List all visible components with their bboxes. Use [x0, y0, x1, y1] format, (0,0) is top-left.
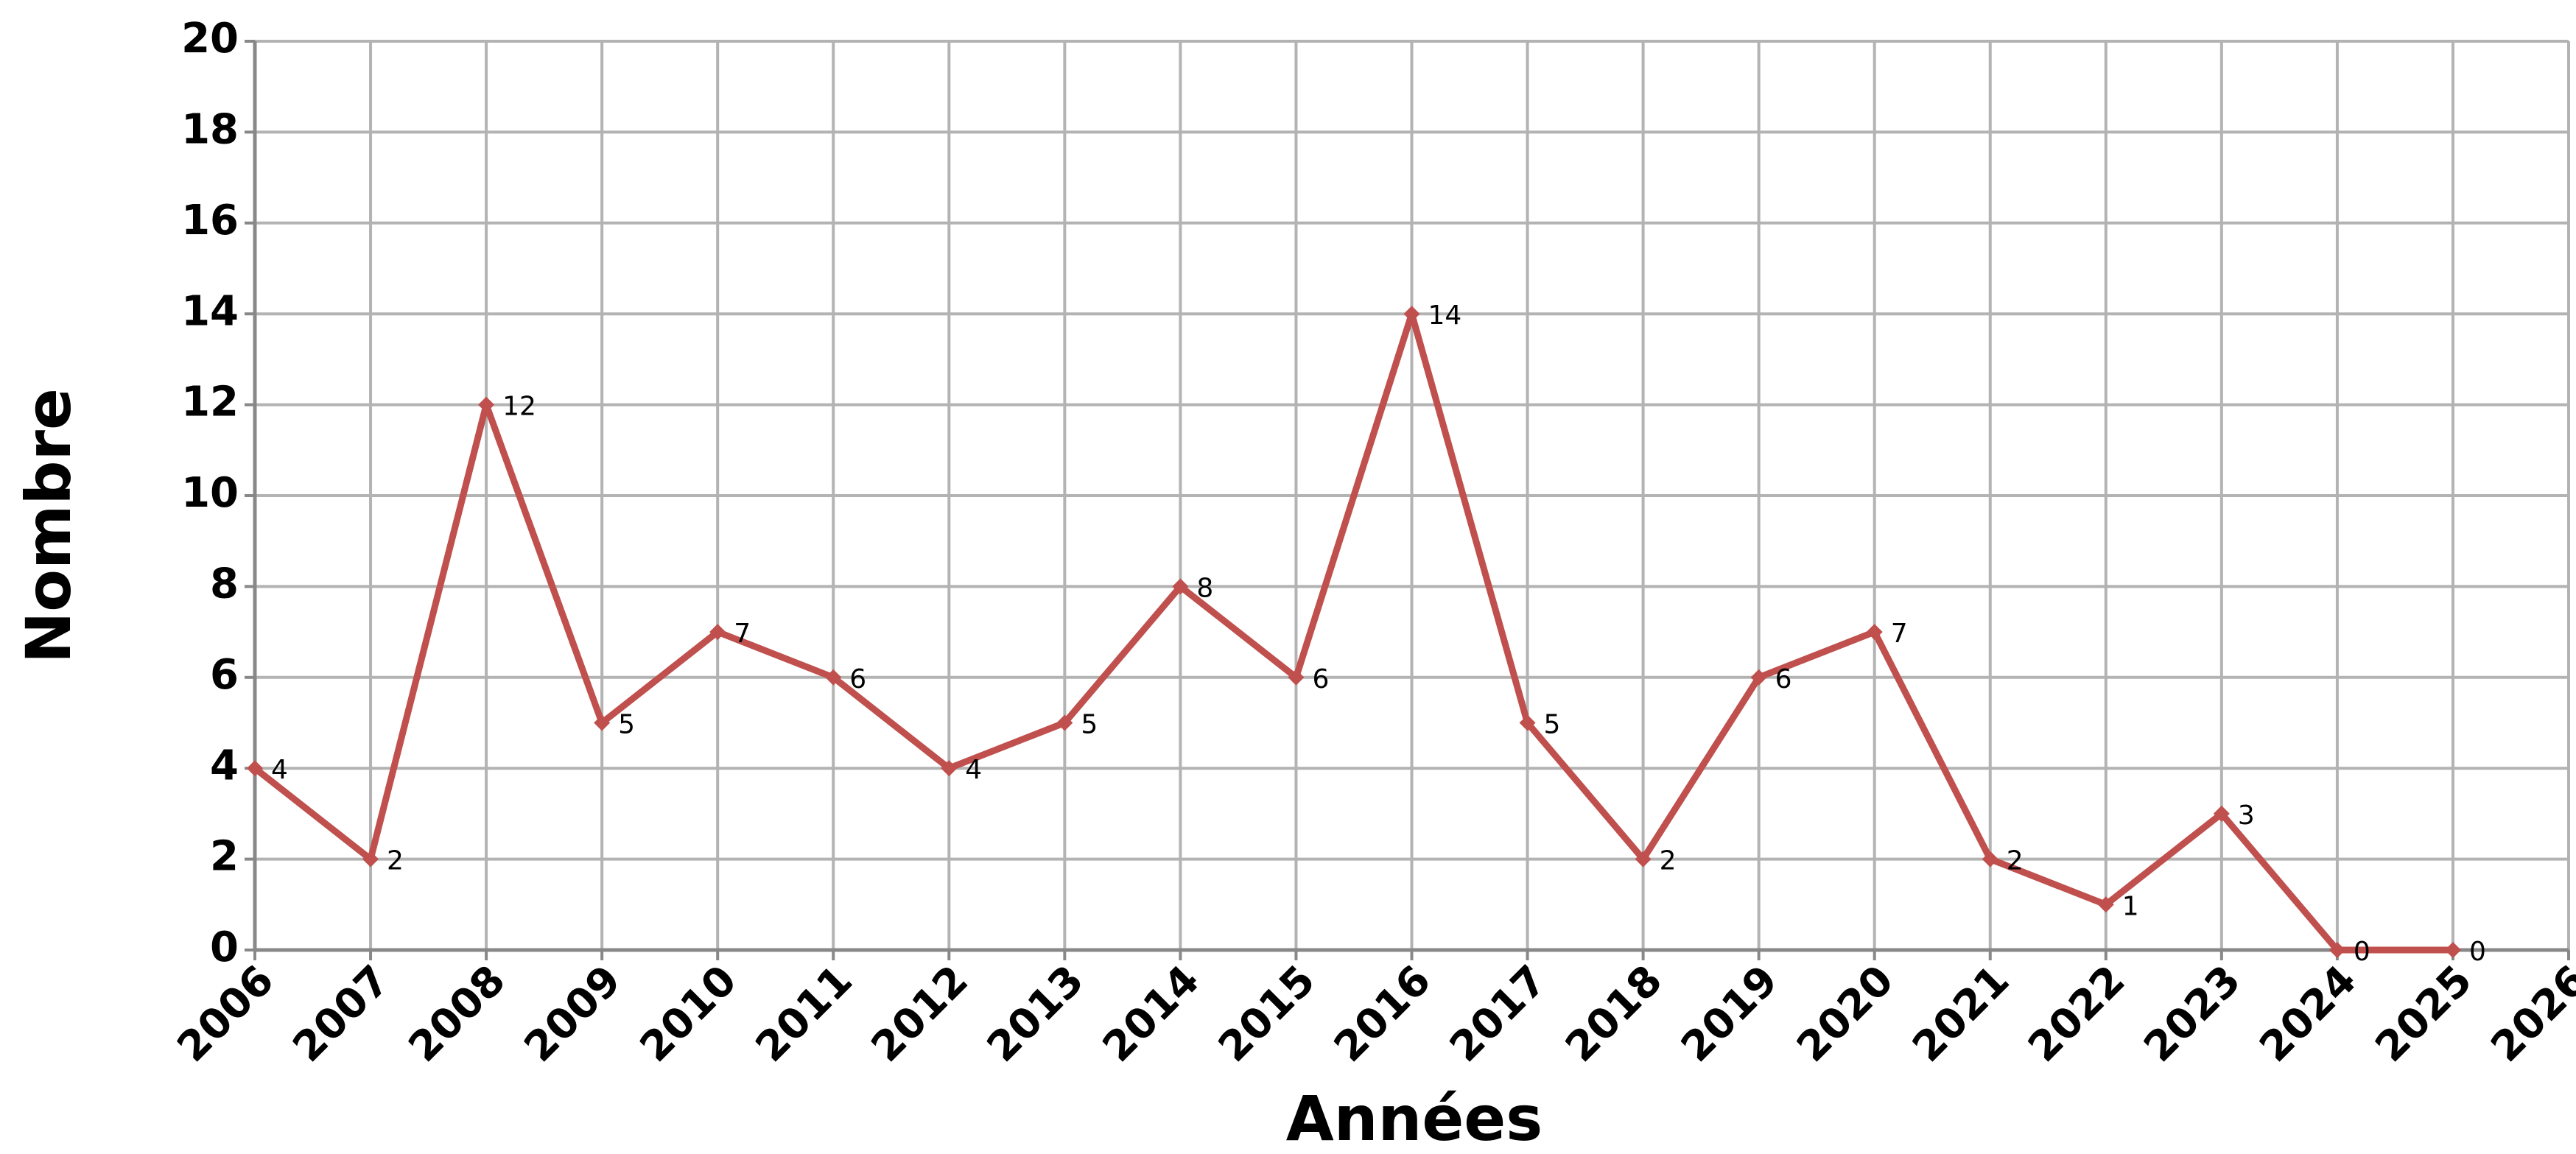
data-point [1056, 714, 1073, 731]
x-tick-label: 2007 [284, 957, 399, 1072]
x-tick-label: 2018 [1557, 957, 1671, 1072]
y-axis-title: Nombre [13, 388, 85, 664]
data-label: 2 [387, 846, 404, 876]
data-label: 5 [1544, 710, 1561, 740]
y-tick-label: 10 [181, 469, 239, 517]
data-point [247, 760, 263, 777]
x-tick-label: 2010 [631, 957, 746, 1072]
x-tick-label: 2019 [1672, 957, 1787, 1072]
data-point [1519, 714, 1536, 731]
x-tick-label: 2022 [2019, 957, 2134, 1072]
x-tick-label: 2011 [747, 957, 862, 1072]
data-label: 4 [965, 755, 982, 785]
data-label: 0 [2354, 937, 2370, 967]
data-point [2097, 896, 2114, 913]
data-point [1635, 851, 1652, 868]
data-label: 3 [2238, 801, 2255, 831]
x-tick-label: 2024 [2250, 957, 2365, 1072]
y-tick-label: 12 [181, 379, 239, 426]
data-point [478, 396, 495, 413]
data-label: 4 [271, 755, 288, 785]
x-tick-label: 2015 [1210, 957, 1324, 1072]
data-point [1750, 669, 1767, 686]
data-label: 5 [1081, 710, 1098, 740]
data-point [825, 669, 842, 686]
data-label: 12 [502, 392, 536, 422]
y-tick-label: 0 [210, 923, 239, 971]
data-label: 14 [1428, 300, 1462, 331]
data-point [709, 624, 726, 641]
y-tick-label: 14 [181, 287, 239, 335]
data-label: 8 [1196, 573, 1213, 603]
data-label: 1 [2122, 891, 2139, 921]
y-tick-label: 4 [210, 742, 239, 789]
data-point [362, 851, 379, 868]
data-point [2213, 805, 2230, 822]
x-tick-label: 2014 [1094, 957, 1209, 1072]
data-point [1982, 851, 1998, 868]
x-tick-label: 2025 [2366, 957, 2481, 1072]
x-tick-label: 2012 [863, 957, 978, 1072]
y-tick-label: 16 [181, 197, 239, 244]
data-label: 6 [1775, 664, 1792, 694]
y-tick-label: 2 [210, 833, 239, 881]
data-label: 2 [1660, 846, 1677, 876]
data-point [1866, 624, 1883, 641]
x-tick-label: 2013 [978, 957, 1093, 1072]
data-label: 0 [2469, 937, 2486, 967]
x-tick-label: 2006 [168, 957, 283, 1072]
y-tick-label: 6 [210, 651, 239, 699]
x-axis-title: Années [1286, 1083, 1543, 1154]
x-tick-label: 2020 [1788, 957, 1903, 1072]
data-point [1288, 669, 1305, 686]
data-point [2444, 942, 2461, 958]
data-label: 7 [734, 619, 751, 649]
data-point [941, 760, 958, 777]
y-tick-label: 8 [210, 560, 239, 608]
y-tick-label: 20 [181, 15, 239, 63]
x-tick-label: 2009 [516, 957, 631, 1072]
data-point [1403, 306, 1420, 323]
data-line [253, 310, 2453, 954]
y-tick-label: 18 [181, 106, 239, 154]
data-point [2328, 942, 2345, 958]
data-label: 6 [1312, 664, 1329, 694]
data-label: 2 [2007, 846, 2024, 876]
data-label: 6 [849, 664, 866, 694]
data-point [594, 714, 611, 731]
data-label: 7 [1891, 619, 1908, 649]
data-label: 5 [618, 710, 635, 740]
x-tick-label: 2008 [400, 957, 515, 1072]
x-tick-label: 2017 [1441, 957, 1556, 1072]
data-point [1172, 578, 1189, 595]
x-tick-label: 2016 [1325, 957, 1440, 1072]
x-tick-label: 2021 [1903, 957, 2018, 1072]
x-tick-label: 2023 [2135, 957, 2250, 1072]
x-tick-label: 2026 [2482, 957, 2576, 1072]
